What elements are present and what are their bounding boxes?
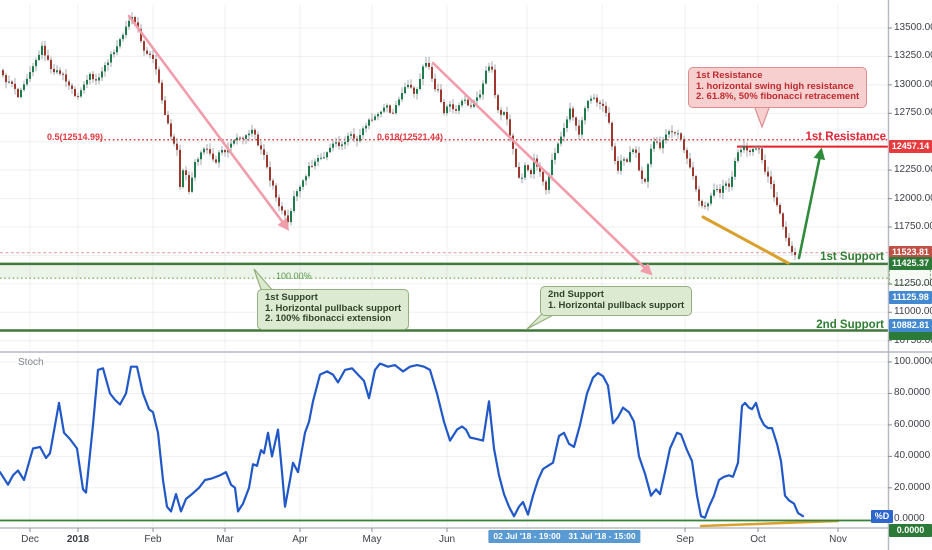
resistance-callout[interactable]: 1st Resistance 1. horizontal swing high … [688,67,868,108]
resistance-callout-line2: 2. 61.8%, 50% fibonacci retracement [696,91,860,102]
resistance-callout-line1: 1. horizontal swing high resistance [696,80,854,92]
price-tick-label: 11250.00 [894,277,932,289]
support1-callout-line1: 1. Horizontal pullback support [265,302,402,314]
stoch-tick-label: 40.0000 [894,450,931,462]
support2-callout-line1: 1. Horizontal pullback support [548,299,685,311]
month-label-nov: Nov [829,534,847,545]
fib-100-label: 100.00% [276,271,312,281]
month-label-feb: Feb [144,534,162,545]
month-label-mar: Mar [216,534,234,545]
pink-trend-arrow-1[interactable] [127,14,290,231]
support-zone-band [0,263,888,279]
stoch-tick-label: 80.0000 [894,387,931,399]
month-label-sep: Sep [676,534,694,545]
stoch-axis[interactable] [888,352,932,528]
price-tick-label: 12750.00 [894,107,932,119]
month-label-2018: 2018 [66,534,90,545]
price-tick-label: 13250.00 [894,50,932,62]
price-axis-badge: 12457.14 [889,140,932,154]
support2-line-label: 2nd Support [816,319,884,331]
orange-trendline-price[interactable] [701,215,790,265]
support1-callout-line2: 2. 100% fibonacci extension [265,313,392,324]
stoch-tick-label: 100.0000 [894,356,932,367]
price-tick-label: 10750.00 [894,334,932,346]
price-axis-badge: 11425.37 [889,257,932,271]
stoch-tick-label: 60.0000 [894,418,931,430]
price-tick-label: 12000.00 [894,192,932,204]
month-label-apr: Apr [292,534,308,545]
green-projection-arrow[interactable] [797,147,826,260]
support1-line-label: 1st Support [820,251,884,263]
support2-callout[interactable]: 2nd Support 1. Horizontal pullback suppo… [540,286,693,316]
fib-0618-label: 0.618(12521.44) [377,132,444,142]
resistance-callout-title: 1st Resistance [696,70,763,81]
price-tick-label: 11000.00 [894,306,932,318]
date-range-badge: 31 Jul '18 - 15:00 [563,529,641,543]
month-label-oct: Oct [750,534,766,545]
month-label-may: May [362,534,382,545]
pink-trend-arrow-2[interactable] [431,61,653,276]
support1-callout[interactable]: 1st Support 1. Horizontal pullback suppo… [257,289,410,330]
support2-callout-title: 2nd Support [548,289,604,300]
stoch-tick-label: 20.0000 [894,481,931,493]
stoch-indicator-label: Stoch [18,357,44,368]
stoch-value-badge: 0.0000 [889,524,932,537]
orange-trendline-stoch[interactable] [699,519,840,528]
time-axis[interactable] [0,528,932,550]
price-tick-label: 11750.00 [894,220,932,232]
resistance-line-label: 1st Resistance [805,131,886,143]
price-tick-label: 12250.00 [894,164,932,176]
fib-05-label: 0.5(12514.99) [47,132,104,142]
stoch-line [0,362,805,519]
date-range-badge: 02 Jul '18 - 19:00 [488,529,566,543]
month-label-dec: Dec [21,534,39,545]
price-axis-badge: 11125.98 [889,291,932,305]
stoch-d-badge: %D [871,510,893,523]
month-label-jun: Jun [438,534,456,545]
support1-callout-title: 1st Support [265,292,318,303]
price-axis-badge: 11523.81 [889,246,932,260]
stoch-tick-label: 0.0000 [894,513,925,525]
price-tick-label: 13000.00 [894,78,932,90]
price-tick-label: 13500.00 [894,22,932,33]
price-axis-badge: 10882.81 [889,319,932,333]
